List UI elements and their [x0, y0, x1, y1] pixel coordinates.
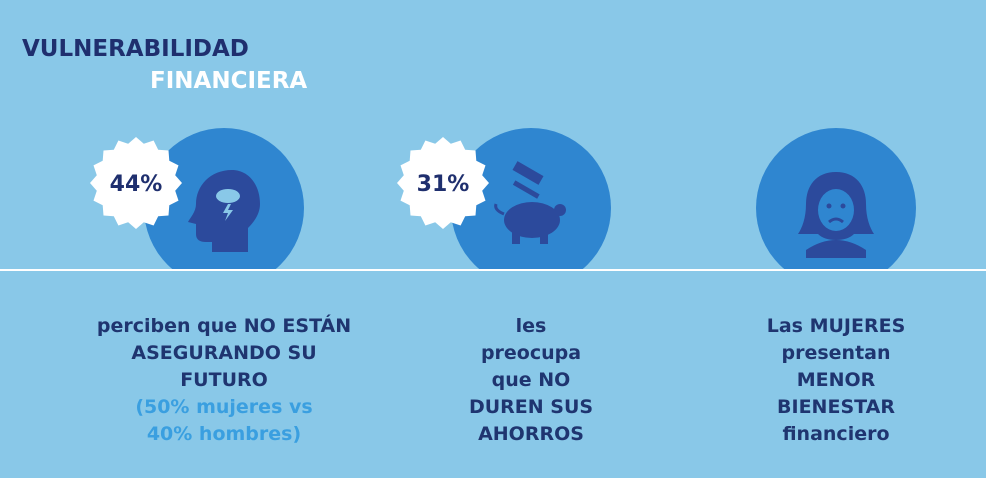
badge-text: 44%: [110, 172, 163, 197]
description: preocupa: [481, 342, 581, 364]
description: AHORROS: [478, 423, 584, 445]
description: les: [516, 315, 547, 337]
title: VULNERABILIDAD: [22, 36, 249, 62]
badge-text: 31%: [417, 172, 470, 197]
piggy-icon: [494, 161, 566, 244]
note: 40% hombres): [147, 423, 301, 445]
description: FUTURO: [180, 369, 268, 391]
title: FINANCIERA: [150, 68, 307, 94]
note: (50% mujeres vs: [135, 396, 312, 418]
description: presentan: [781, 342, 890, 364]
description: MENOR: [797, 369, 876, 391]
circle: [451, 128, 611, 270]
description: DUREN SUS: [469, 396, 593, 418]
woman-icon: [798, 172, 874, 258]
description: perciben que NO ESTÁN: [97, 314, 351, 337]
description: Las MUJERES: [767, 315, 906, 337]
badge: [397, 137, 489, 229]
badge: [90, 137, 182, 229]
head-icon: [188, 170, 260, 252]
description: BIENESTAR: [777, 396, 895, 418]
description: financiero: [782, 423, 889, 445]
description: ASEGURANDO SU: [131, 342, 316, 364]
description: que NO: [492, 369, 571, 391]
